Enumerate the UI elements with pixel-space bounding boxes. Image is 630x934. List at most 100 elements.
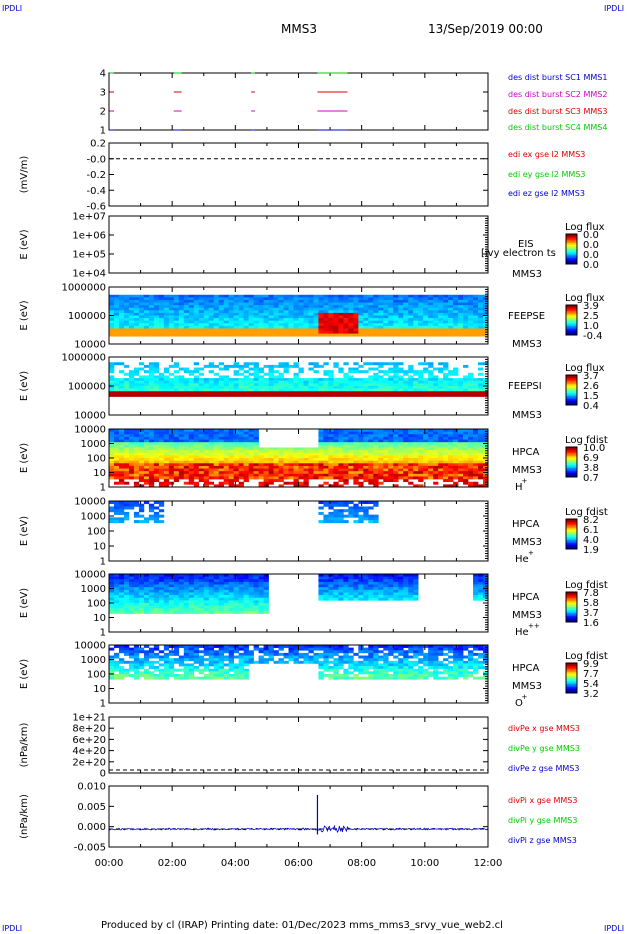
- spectrogram-cell: [393, 299, 399, 303]
- spectrogram-cell: [188, 370, 195, 374]
- spectrogram-cell: [218, 610, 224, 614]
- spectrogram-cell: [458, 307, 464, 311]
- spectrogram-cell: [188, 471, 195, 475]
- spectrogram-cell: [468, 429, 474, 432]
- spectrogram-cell: [163, 447, 170, 451]
- spectrogram-cell: [348, 307, 354, 311]
- spectrogram-cell: [228, 587, 234, 591]
- spectrogram-cell: [348, 312, 354, 316]
- spectrogram-cell: [318, 436, 324, 440]
- spectrogram-cell: [328, 463, 334, 467]
- spectrogram-cell: [148, 600, 155, 604]
- spectrogram-cell: [478, 383, 484, 387]
- spectrogram-cell: [208, 315, 215, 319]
- spectrogram-cell: [393, 479, 399, 483]
- spectrogram-cell: [368, 514, 374, 518]
- spectrogram-cell: [338, 587, 344, 591]
- spectrogram-cell: [333, 431, 339, 435]
- spectrogram-cell: [408, 584, 414, 588]
- spectrogram-cell: [398, 439, 404, 443]
- spectrogram-cell: [443, 302, 449, 306]
- spectrogram-cell: [163, 589, 170, 593]
- spectrogram-cell: [193, 333, 200, 337]
- spectrogram-cell: [403, 388, 409, 392]
- spectrogram-cell: [373, 310, 379, 314]
- spectrogram-cell: [268, 463, 274, 467]
- spectrogram-cell: [353, 481, 359, 485]
- spectrogram-cell: [378, 429, 384, 432]
- spectrogram-cell: [278, 325, 284, 329]
- spectrogram-cell: [378, 595, 384, 599]
- spectrogram-cell: [228, 439, 234, 443]
- spectrogram-cell: [403, 447, 409, 451]
- spectrogram-cell: [118, 452, 125, 456]
- spectrogram-cell: [168, 460, 175, 464]
- spectrogram-cell: [183, 603, 190, 606]
- spectrogram-cell: [288, 312, 294, 316]
- spectrogram-cell: [453, 367, 459, 371]
- spectrogram-cell: [338, 320, 344, 324]
- spectrogram-cell: [143, 325, 150, 329]
- spectrogram-cell: [438, 378, 444, 382]
- spectrogram-cell: [288, 458, 294, 461]
- spectrogram-cell: [463, 460, 469, 464]
- spectrogram-cell: [183, 307, 190, 311]
- spectrogram-cell: [243, 325, 249, 329]
- spectrogram-cell: [173, 603, 180, 606]
- spectrogram-cell: [473, 320, 479, 324]
- spectrogram-cell: [388, 589, 394, 593]
- spectrogram-cell: [373, 434, 379, 438]
- spectrogram-cell: [238, 323, 244, 327]
- spectrogram-cell: [383, 574, 389, 577]
- colorbar-step: [566, 241, 577, 244]
- spectrogram-cell: [133, 388, 140, 392]
- spectrogram-cell: [383, 584, 389, 588]
- spectrogram-cell: [243, 610, 249, 614]
- colorbar-step: [566, 520, 577, 523]
- spectrogram-cell: [423, 367, 429, 371]
- spectrogram-cell: [408, 447, 414, 451]
- spectrogram-cell: [243, 452, 249, 456]
- spectrogram-cell: [478, 315, 484, 319]
- spectrogram-cell: [213, 431, 220, 435]
- spectrogram-cell: [158, 509, 165, 513]
- spectrogram-cell: [458, 476, 464, 480]
- spectrogram-cell: [388, 579, 394, 583]
- spectrogram-cell: [148, 364, 155, 368]
- spectrogram-cell: [283, 312, 289, 316]
- spectrogram-cell: [393, 305, 399, 309]
- colorbar-tick-label: 0.0: [583, 230, 599, 241]
- spectrogram-cell: [468, 393, 474, 397]
- spectrogram-cell: [278, 364, 284, 368]
- spectrogram-cell: [368, 450, 374, 454]
- spectrogram-cell: [323, 520, 329, 524]
- spectrogram-cell: [203, 315, 210, 319]
- spectrogram-cell: [463, 391, 469, 395]
- spectrogram-cell: [238, 372, 244, 376]
- spectrogram-cell: [228, 584, 234, 588]
- spectrogram-cell: [333, 514, 339, 518]
- spectrogram-cell: [463, 307, 469, 311]
- spectrogram-cell: [478, 450, 484, 454]
- spectrogram-cell: [293, 481, 299, 485]
- spectrogram-cell: [333, 517, 339, 521]
- spectrogram-cell: [148, 312, 155, 316]
- instrument-label: HPCA: [512, 447, 540, 458]
- spectrogram-cell: [438, 476, 444, 480]
- spectrogram-cell: [348, 463, 354, 467]
- spectrogram-cell: [483, 318, 489, 321]
- spectrogram-cell: [188, 378, 195, 382]
- spectrogram-cell: [198, 391, 205, 395]
- spectrogram-cell: [163, 393, 170, 397]
- spectrogram-cell: [338, 584, 344, 588]
- spectrogram-cell: [473, 581, 479, 585]
- spectrogram-cell: [238, 393, 244, 397]
- spectrogram-cell: [333, 325, 339, 329]
- spectrogram-cell: [473, 455, 479, 459]
- spectrogram-cell: [333, 383, 339, 387]
- spectrogram-cell: [423, 458, 429, 461]
- spectrogram-cell: [373, 481, 379, 485]
- spectrogram-cell: [398, 452, 404, 456]
- spectrogram-cell: [268, 388, 274, 392]
- spectrogram-cell: [268, 473, 274, 477]
